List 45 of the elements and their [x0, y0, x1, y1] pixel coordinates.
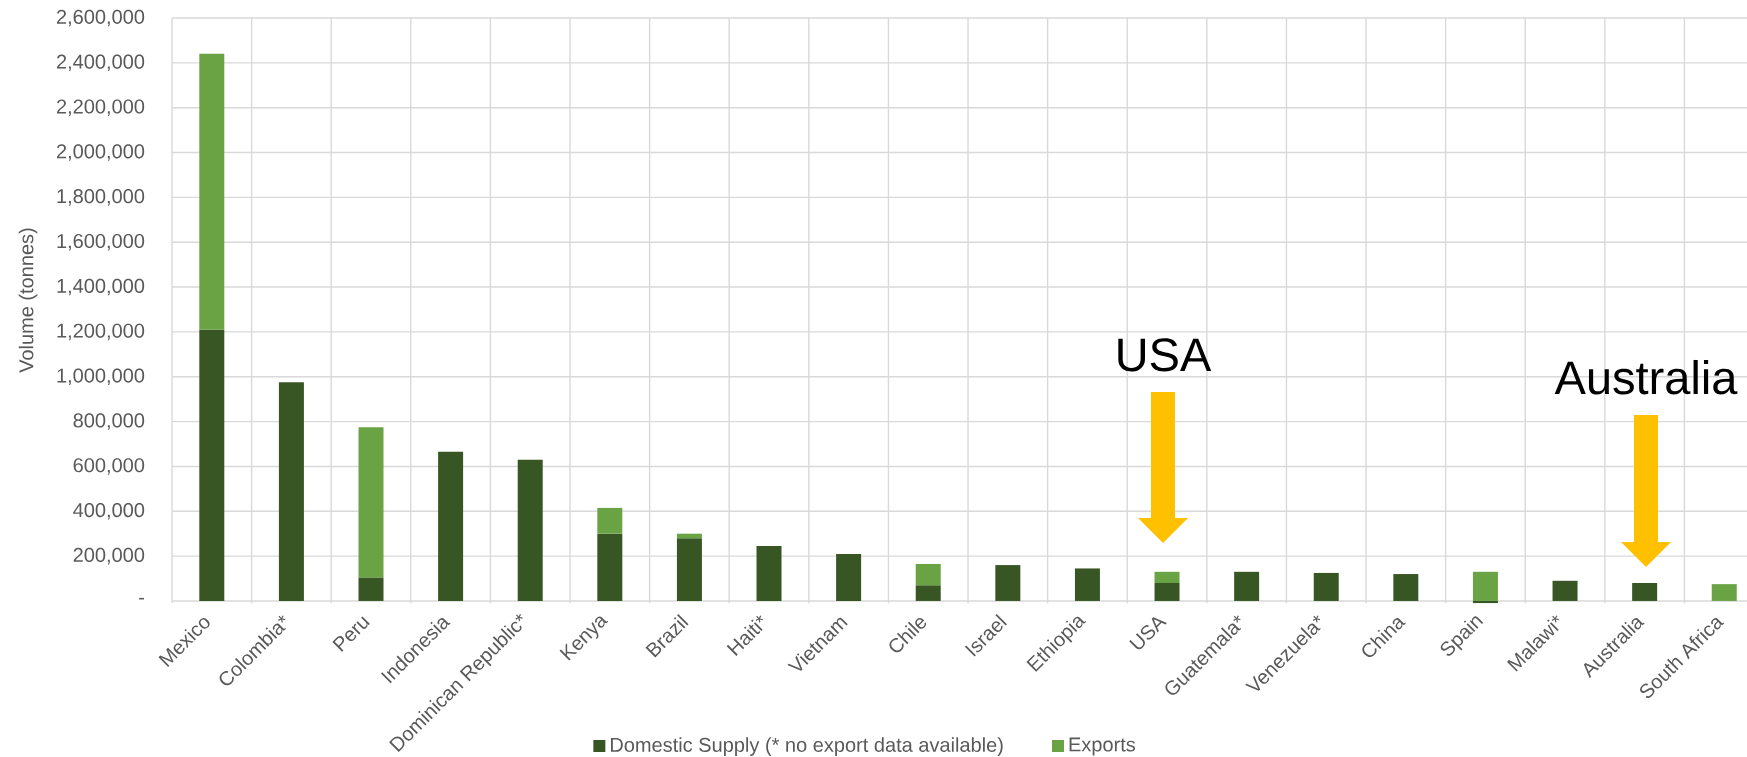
y-tick-label: 800,000	[73, 413, 145, 430]
bar	[1154, 571, 1180, 584]
bar	[1472, 571, 1498, 601]
bar	[438, 451, 464, 601]
bar	[1154, 583, 1180, 601]
y-tick-label: 600,000	[73, 458, 145, 475]
y-tick-label: 1,600,000	[57, 233, 145, 251]
bar	[676, 538, 702, 601]
bar	[1552, 580, 1578, 601]
x-tick-label: USA	[1129, 617, 1167, 650]
annotation: Australia	[1554, 359, 1738, 395]
y-tick-label: 400,000	[73, 503, 145, 520]
bar	[278, 382, 304, 601]
y-axis-title: Volume (tonnes)	[18, 228, 38, 373]
bar	[517, 459, 543, 601]
y-tick-label: 1,200,000	[57, 323, 145, 341]
bar	[1393, 574, 1419, 601]
bar	[1234, 571, 1260, 601]
y-tick-label: -	[139, 597, 145, 600]
legend-label: Domestic Supply (* no export data available)	[610, 737, 1003, 756]
bar	[756, 546, 782, 601]
bar	[358, 577, 384, 601]
annotation: USA	[1118, 338, 1212, 372]
legend-label: Exports	[1069, 737, 1136, 756]
y-tick-label: 2,600,000	[56, 9, 145, 27]
bar	[199, 53, 225, 330]
bar	[1074, 568, 1100, 601]
bar	[915, 585, 941, 601]
bar	[597, 533, 623, 601]
bar	[199, 329, 225, 601]
bar	[597, 507, 623, 534]
y-tick-label: 2,000,000	[56, 144, 145, 161]
y-tick-label: 200,000	[73, 547, 145, 565]
y-tick-label: 1,800,000	[57, 189, 145, 206]
y-tick-label: 1,400,000	[57, 278, 145, 296]
bar	[1632, 583, 1658, 601]
bar	[995, 565, 1021, 601]
y-tick-label: 2,200,000	[56, 99, 145, 116]
y-tick-label: 2,400,000	[56, 54, 145, 72]
bar	[915, 563, 941, 586]
y-tick-label: 1,000,000	[57, 368, 145, 386]
bar	[358, 427, 384, 578]
bar	[1711, 584, 1737, 601]
bar	[836, 553, 862, 601]
bar	[1313, 572, 1339, 601]
